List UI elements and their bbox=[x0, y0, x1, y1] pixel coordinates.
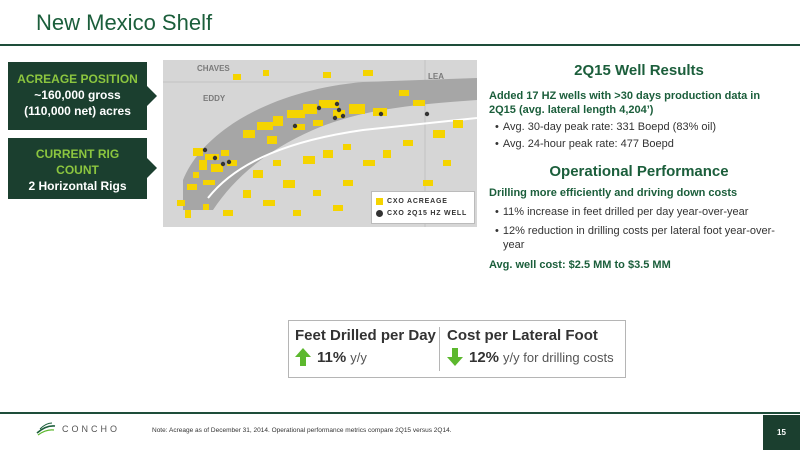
well-results-summary: Added 17 HZ wells with >30 days producti… bbox=[489, 90, 761, 116]
legend-wells-label: CXO 2Q15 HZ WELL bbox=[387, 209, 468, 217]
logo-mark-icon bbox=[36, 422, 56, 436]
acreage-heading: ACREAGE POSITION bbox=[17, 72, 138, 86]
feet-drilled-value: 11% bbox=[317, 348, 347, 366]
legend-acreage-row: CXO ACREAGE bbox=[376, 195, 470, 207]
operational-bullet: 12% reduction in drilling costs per late… bbox=[489, 224, 789, 252]
map-graphic bbox=[163, 60, 477, 227]
page-title: New Mexico Shelf bbox=[36, 10, 213, 35]
logo-text: CONCHO bbox=[62, 424, 120, 434]
metrics-box: Feet Drilled per Day 11% y/y Cost per La… bbox=[288, 320, 626, 378]
acreage-position-box: ACREAGE POSITION ~160,000 gross (110,000… bbox=[8, 62, 147, 130]
company-logo: CONCHO bbox=[36, 422, 120, 436]
acreage-swatch-icon bbox=[376, 197, 383, 205]
title-divider bbox=[0, 44, 800, 46]
acreage-arrow-icon bbox=[147, 86, 157, 106]
rig-count-value: 2 Horizontal Rigs bbox=[28, 179, 127, 193]
rig-heading-line1: CURRENT RIG bbox=[35, 147, 120, 161]
well-results-title: 2Q15 Well Results bbox=[574, 62, 704, 79]
well-results-bullet: Avg. 24-hour peak rate: 477 Boepd bbox=[489, 137, 789, 151]
avg-well-cost: Avg. well cost: $2.5 MM to $3.5 MM bbox=[489, 259, 671, 271]
operational-title: Operational Performance bbox=[549, 163, 729, 180]
footer-divider bbox=[0, 412, 800, 414]
cost-lateral-value: 12% bbox=[469, 348, 500, 366]
county-label-chaves: CHAVES bbox=[197, 64, 230, 73]
results-column: 2Q15 Well Results Added 17 HZ wells with… bbox=[489, 62, 789, 272]
footnote: Note: Acreage as of December 31, 2014. O… bbox=[152, 427, 452, 434]
down-arrow-icon bbox=[447, 348, 463, 366]
county-label-lea: LEA bbox=[428, 72, 444, 81]
feet-drilled-heading: Feet Drilled per Day bbox=[295, 327, 436, 344]
cost-lateral-metric: Cost per Lateral Foot 12% y/y for drilli… bbox=[447, 327, 614, 366]
operational-bullet: 11% increase in feet drilled per day yea… bbox=[489, 205, 789, 219]
legend-wells-row: CXO 2Q15 HZ WELL bbox=[376, 207, 470, 219]
county-label-eddy: EDDY bbox=[203, 94, 226, 103]
acreage-map: CHAVES EDDY LEA CXO ACREAGE CXO 2Q15 HZ … bbox=[163, 60, 477, 227]
feet-drilled-suffix: y/y bbox=[350, 349, 367, 365]
legend-acreage-label: CXO ACREAGE bbox=[387, 197, 448, 205]
feet-drilled-metric: Feet Drilled per Day 11% y/y bbox=[295, 327, 436, 366]
acreage-gross: ~160,000 gross bbox=[34, 88, 121, 102]
acreage-net: (110,000 net) acres bbox=[24, 104, 131, 118]
rig-count-box: CURRENT RIG COUNT 2 Horizontal Rigs bbox=[8, 138, 147, 199]
map-legend: CXO ACREAGE CXO 2Q15 HZ WELL bbox=[371, 191, 475, 224]
operational-summary: Drilling more efficiently and driving do… bbox=[489, 187, 738, 199]
cost-lateral-suffix: y/y for drilling costs bbox=[503, 349, 614, 365]
rig-heading-line2: COUNT bbox=[56, 163, 99, 177]
well-results-bullet: Avg. 30-day peak rate: 331 Boepd (83% oi… bbox=[489, 120, 789, 134]
well-dot-icon bbox=[376, 209, 383, 217]
metrics-divider bbox=[439, 327, 440, 371]
cost-lateral-heading: Cost per Lateral Foot bbox=[447, 327, 598, 344]
up-arrow-icon bbox=[295, 348, 311, 366]
rig-arrow-icon bbox=[147, 158, 157, 178]
page-number: 15 bbox=[763, 415, 800, 450]
